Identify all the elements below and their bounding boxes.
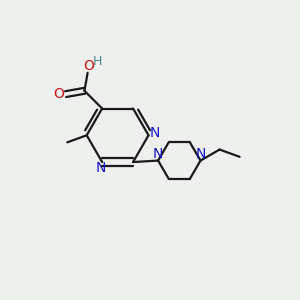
Text: N: N (95, 161, 106, 175)
Text: N: N (196, 147, 206, 161)
Text: O: O (54, 86, 64, 100)
Text: O: O (83, 59, 94, 73)
Text: N: N (152, 147, 163, 161)
Text: H: H (92, 55, 102, 68)
Text: N: N (150, 126, 160, 140)
